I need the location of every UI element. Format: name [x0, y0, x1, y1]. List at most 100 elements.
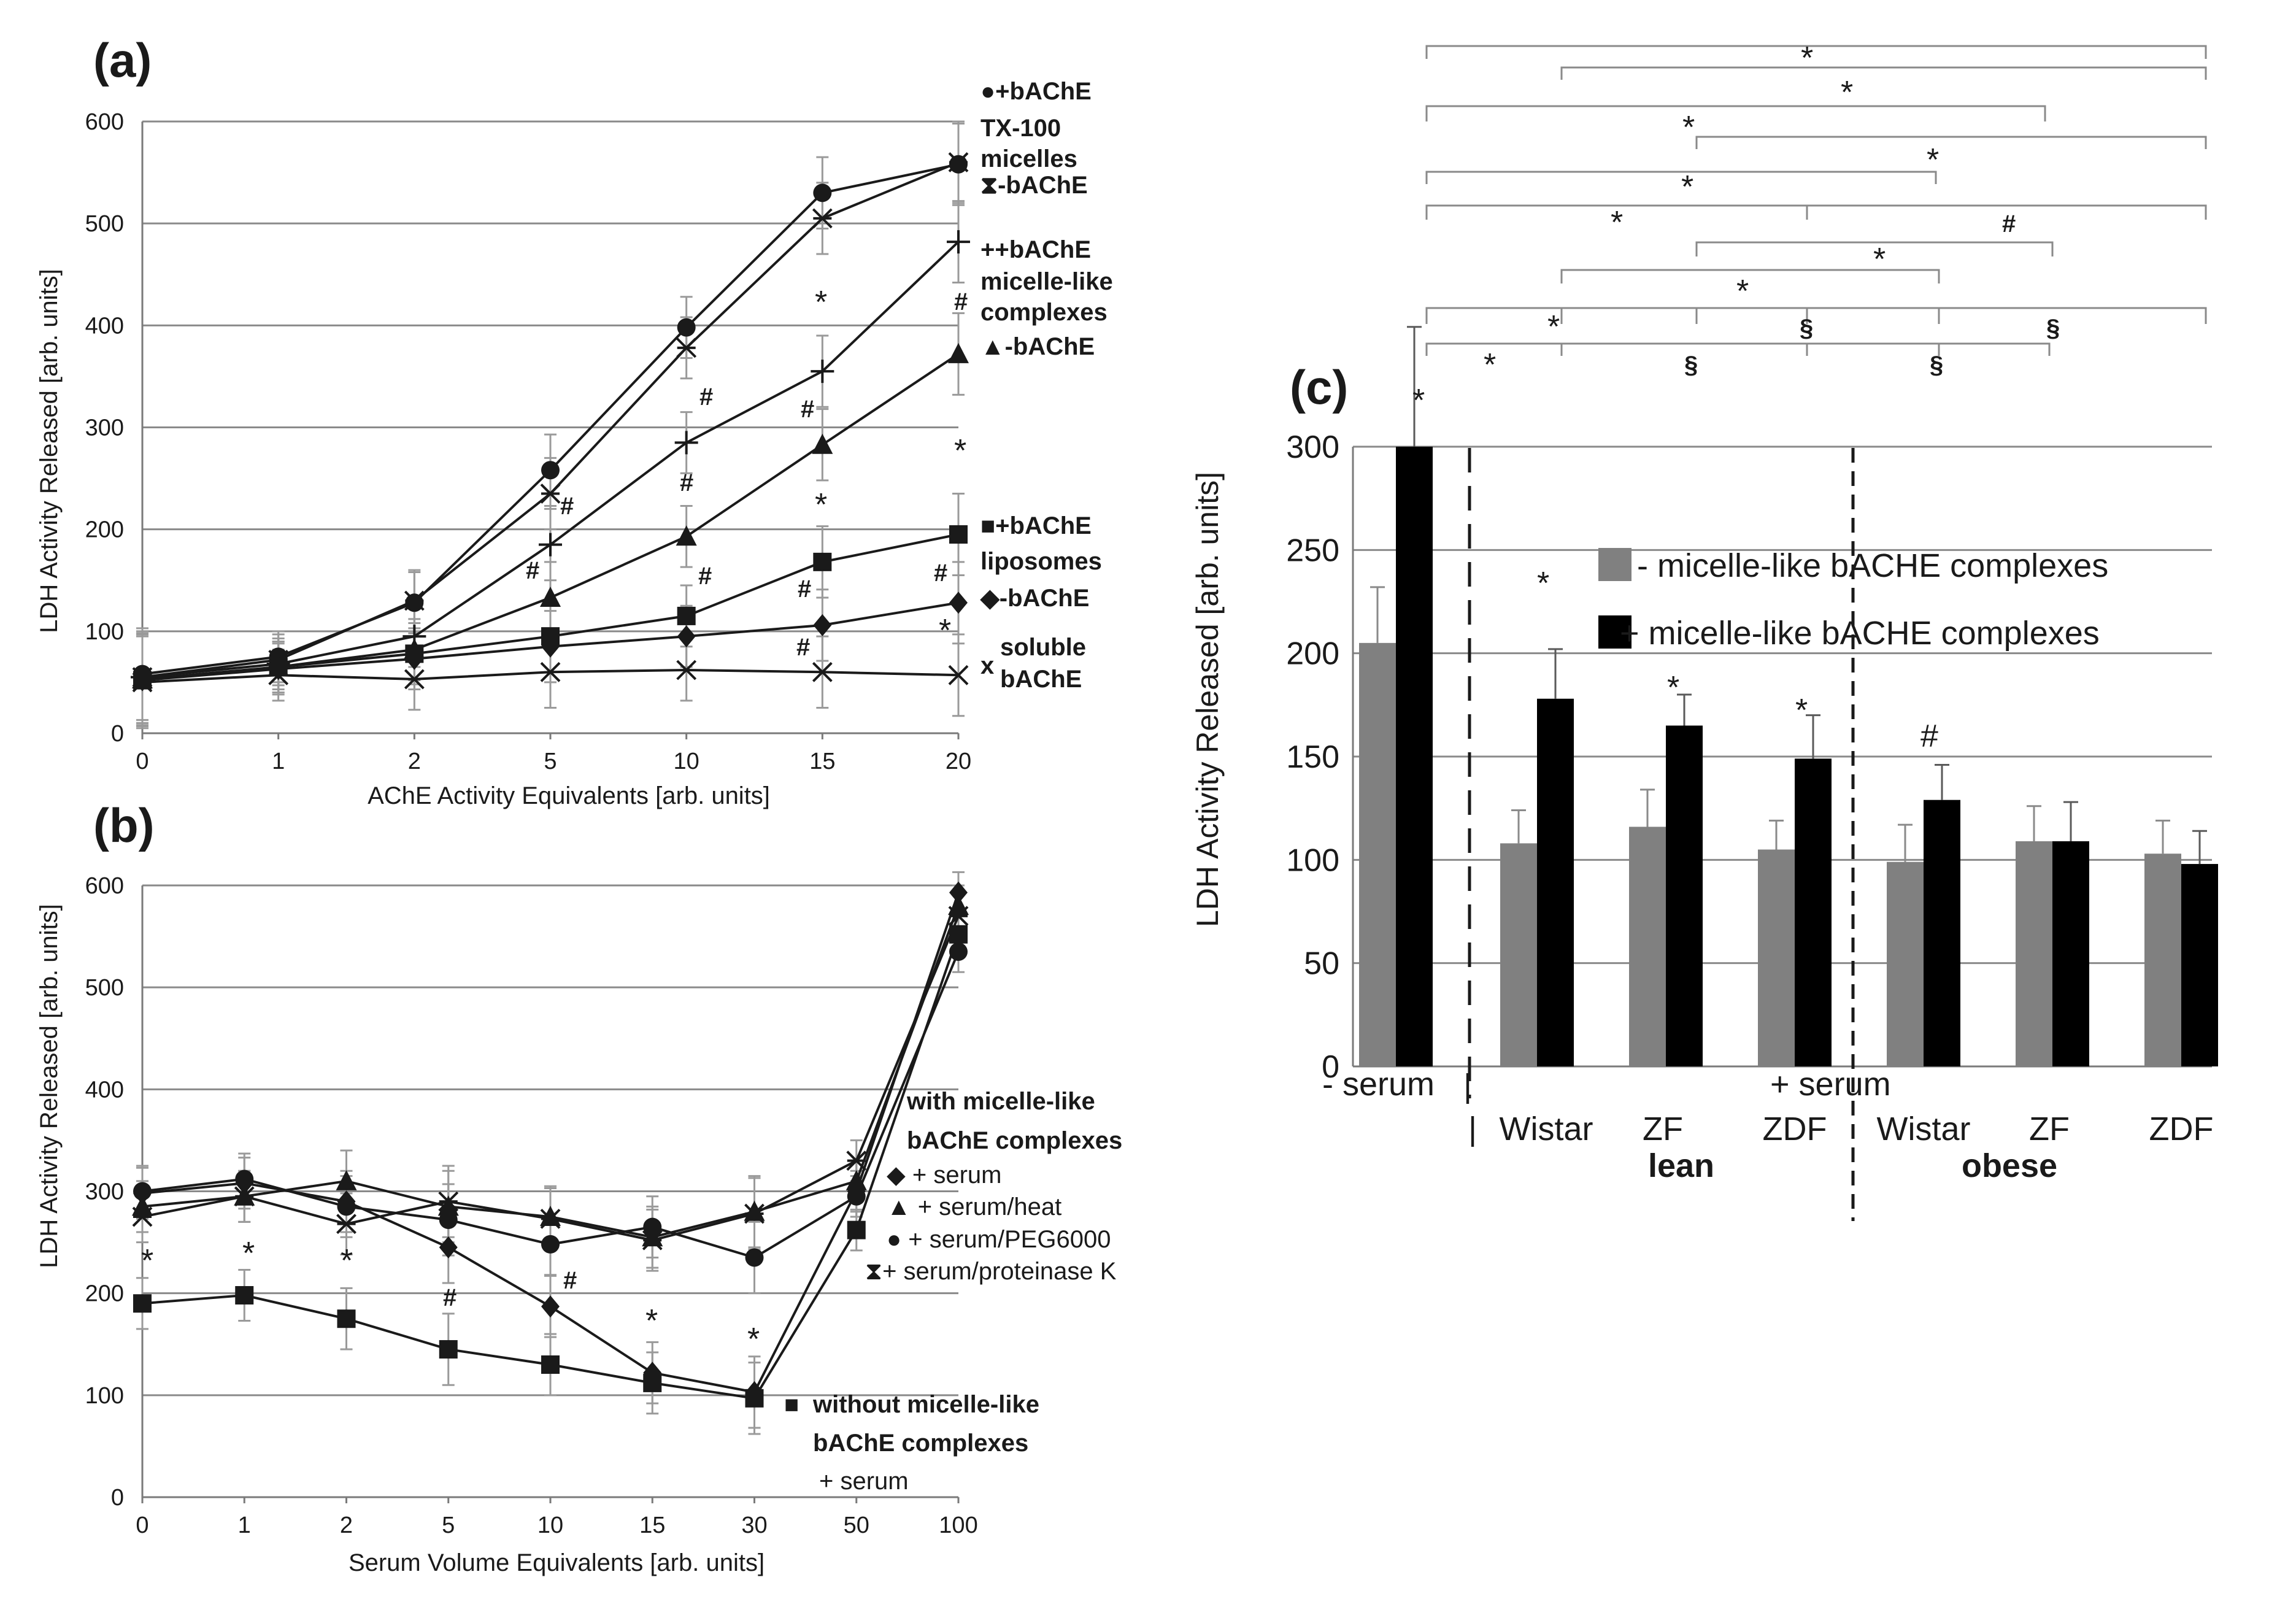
annot-a-hash-1: #: [954, 288, 968, 315]
pa-point-6-4: [676, 660, 697, 680]
pb-point-4-2: [337, 1309, 356, 1328]
pa-ytick-0: 0: [111, 721, 124, 747]
pc-bar-1-3: [1795, 758, 1832, 1066]
pa-ytick-100: 100: [85, 619, 124, 645]
annot-b-star-1: *: [141, 1243, 153, 1279]
panel-b-ylabel: LDH Activity Released [arb. units]: [36, 904, 63, 1268]
bracket-9: [1425, 307, 2207, 324]
panel-b-label: (b): [93, 798, 155, 852]
annot-b-star-5: *: [747, 1322, 760, 1357]
legend-b-without-serum: + serum: [819, 1468, 909, 1495]
pb-point-4-6: [745, 1389, 764, 1408]
pa-point-1-5: [812, 208, 833, 229]
pa-point-5-5: [813, 614, 832, 636]
pb-point-2-2: [337, 1197, 356, 1216]
pc-xlabel-1: Wistar: [1500, 1111, 1593, 1147]
mark-c-serum: *: [1412, 383, 1425, 418]
panel-a: (a) 0 100 200 300 400 500 600 0 1 2 5 10 15 20 LDH A…: [36, 33, 1113, 809]
pa-point-6-1: [268, 665, 289, 685]
pb-xtick-30: 30: [741, 1513, 767, 1538]
bracket-3: [1425, 105, 2046, 121]
annot-b-star-2: *: [242, 1236, 255, 1271]
pa-point-0-5: [813, 183, 832, 202]
pb-point-3-5: [642, 1230, 663, 1251]
pa-xtick-5: 5: [544, 749, 557, 774]
annot-a-star-3: *: [815, 487, 827, 523]
pb-point-3-3: [438, 1191, 459, 1212]
panel-a-ylabel: LDH Activity Released [arb. units]: [36, 269, 63, 633]
pb-ytick-400: 400: [85, 1077, 124, 1103]
pb-point-4-1: [235, 1285, 254, 1304]
mark-c-wistar-obese: #: [1920, 719, 1938, 754]
label-lean: lean: [1648, 1147, 1714, 1184]
annot-a-hash-5: #: [680, 469, 693, 496]
pb-xtick-0: 0: [136, 1513, 148, 1538]
pa-point-5-3: [541, 635, 560, 658]
pa-ytick-300: 300: [85, 415, 124, 441]
legend-b-without-title1: without micelle-like: [812, 1391, 1039, 1418]
pa-point-5-1: [269, 658, 288, 680]
legend-a-micelle-minus: ▲-bAChE: [980, 333, 1095, 360]
pb-point-3-2: [336, 1214, 356, 1235]
legend-a-tx100-title1: TX-100: [980, 115, 1061, 142]
pc-errorbar-0-5: [2027, 805, 2041, 842]
pc-ytick-150: 150: [1286, 739, 1339, 775]
pc-ytick-0: 0: [1322, 1049, 1339, 1085]
annot-a-star-1: *: [815, 285, 827, 320]
mark-c-zf-lean: *: [1667, 670, 1679, 706]
pb-point-3-0: [132, 1206, 153, 1227]
annot-b-hash-1: #: [443, 1284, 457, 1311]
sig-12: §: [2046, 315, 2060, 342]
pa-point-0-4: [677, 318, 696, 337]
pc-bar-0-4: [1887, 861, 1924, 1066]
annot-a-hash-6: #: [526, 557, 539, 584]
pb-point-1-6: [744, 1200, 765, 1221]
pc-errorbar-0-4: [1898, 823, 1913, 862]
sig-13: *: [1484, 347, 1496, 383]
pb-ytick-600: 600: [85, 873, 124, 899]
panel-c: (c) 0 50 100 150 200 250 300 LDH Activity Rele…: [1190, 40, 2218, 1221]
pa-point-6-5: [812, 661, 833, 682]
bracket-1: [1425, 45, 2207, 59]
pa-xtick-10: 10: [674, 749, 699, 774]
sig-14: §: [1684, 352, 1698, 379]
annot-a-hash-7: #: [698, 563, 712, 590]
pc-bar-0-5: [2016, 841, 2052, 1066]
pc-bar-0-1: [1500, 843, 1537, 1066]
annot-a-hash-9: #: [934, 560, 947, 587]
pc-errorbar-0-1: [1511, 809, 1526, 844]
pb-point-4-8: [949, 925, 968, 944]
pb-point-3-4: [540, 1208, 561, 1229]
pc-errorbar-1-3: [1806, 714, 1820, 759]
pb-point-0-4: [541, 1295, 560, 1318]
pc-bar-0-0: [1359, 642, 1396, 1066]
sig-2: *: [1841, 75, 1853, 110]
legend-a-tx100-plus: ●+bAChE: [980, 78, 1092, 105]
pb-xtick-50: 50: [844, 1513, 869, 1538]
pb-point-2-1: [235, 1170, 254, 1189]
pc-ytick-250: 250: [1286, 533, 1339, 568]
annot-a-hash-2: #: [699, 383, 713, 410]
legend-b-with-title1: with micelle-like: [906, 1088, 1095, 1115]
pc-bar-0-6: [2144, 854, 2181, 1066]
legend-a-lipo-title: liposomes: [980, 548, 1102, 575]
pa-ytick-400: 400: [85, 313, 124, 339]
panel-a-xlabel: AChE Activity Equivalents [arb. units]: [368, 782, 770, 809]
legend-c-plus: + micelle-like bACHE complexes: [1620, 615, 2100, 652]
pc-ytick-100: 100: [1286, 842, 1339, 878]
pb-xtick-10: 10: [537, 1513, 563, 1538]
annot-a-hash-8: #: [798, 576, 811, 603]
pb-ytick-500: 500: [85, 975, 124, 1001]
label-pipe: |: [1463, 1068, 1472, 1104]
pa-xtick-20: 20: [946, 749, 971, 774]
pc-bar-0-2: [1629, 827, 1666, 1066]
pb-xtick-100: 100: [939, 1513, 977, 1538]
pc-xlabel-5: ZF: [2029, 1111, 2070, 1147]
pc-errorbar-1-0: [1407, 326, 1422, 447]
sig-7: #: [2002, 210, 2016, 237]
pb-point-4-0: [133, 1294, 152, 1313]
pb-xtick-5: 5: [442, 1513, 455, 1538]
pa-ytick-500: 500: [85, 211, 124, 237]
